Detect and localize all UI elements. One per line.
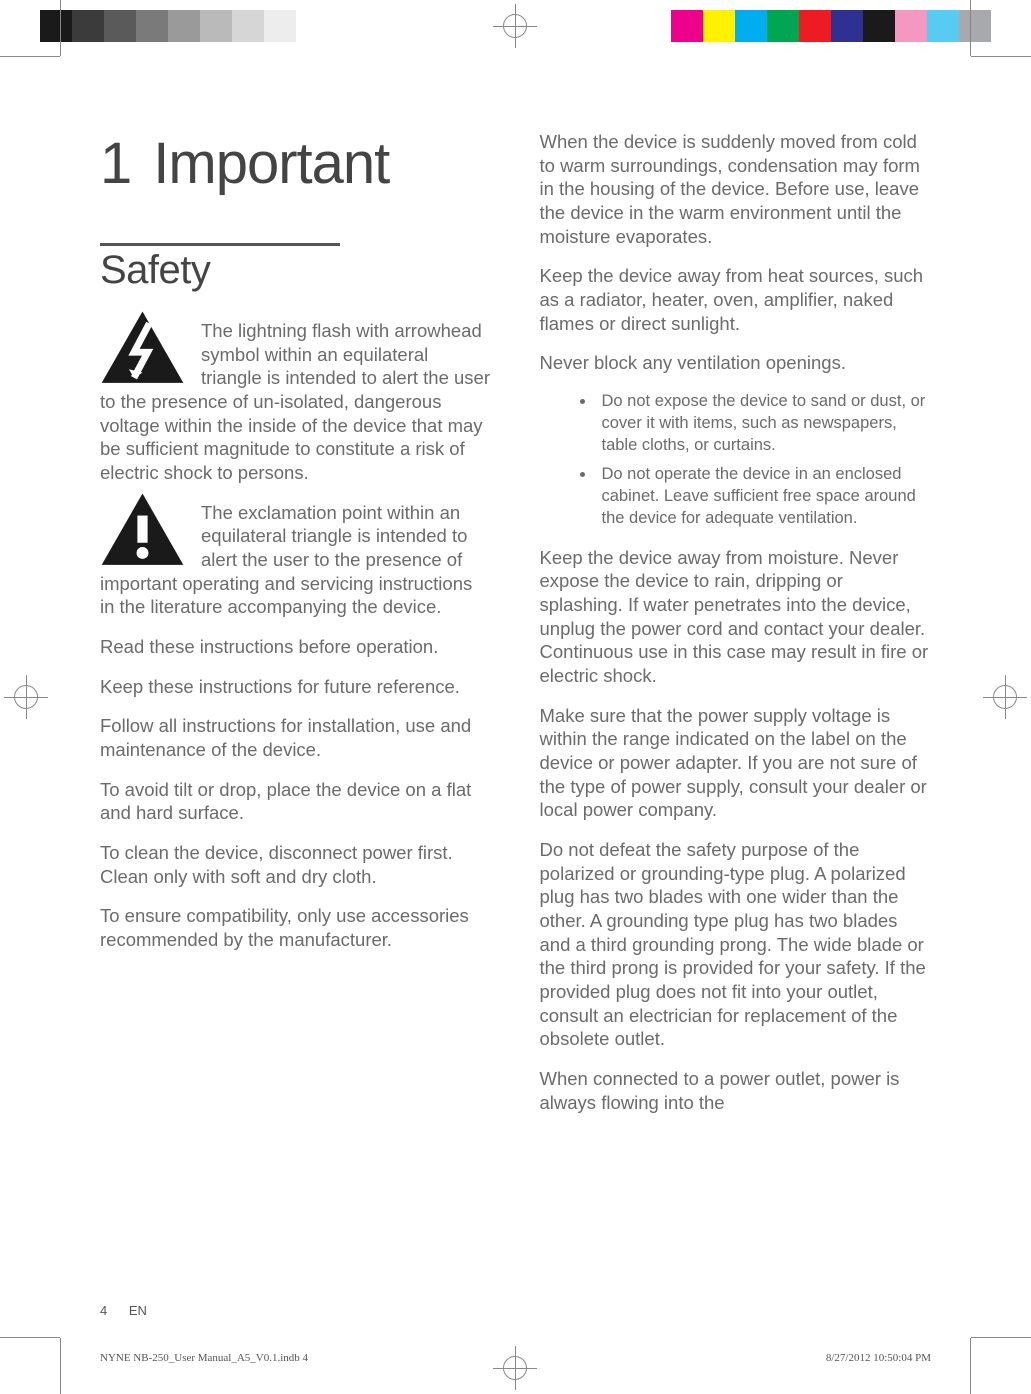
para-condensation: When the device is suddenly moved from c… xyxy=(540,130,932,248)
crop-mark-icon xyxy=(60,0,61,56)
list-item-sand: Do not expose the device to sand or dust… xyxy=(596,391,932,456)
registration-mark-icon xyxy=(493,4,537,48)
crop-mark-icon xyxy=(970,1338,971,1394)
chapter-name: Important xyxy=(153,131,389,196)
page-number: 4 xyxy=(100,1303,107,1318)
exclamation-triangle-icon xyxy=(100,491,195,571)
para-heat-sources: Keep the device away from heat sources, … xyxy=(540,264,932,335)
instruction-read: Read these instructions before operation… xyxy=(100,635,492,659)
para-plug: Do not defeat the safety purpose of the … xyxy=(540,838,932,1051)
instruction-follow: Follow all instructions for installation… xyxy=(100,714,492,761)
registration-mark-icon xyxy=(983,675,1027,719)
instruction-clean: To clean the device, disconnect power fi… xyxy=(100,841,492,888)
chapter-number: 1 xyxy=(100,131,131,196)
list-item-cabinet: Do not operate the device in an enclosed… xyxy=(596,464,932,529)
grayscale-calibration-bar xyxy=(40,10,296,42)
chapter-title: 1 Important xyxy=(100,130,492,197)
lightning-warning-paragraph: The lightning flash with arrowhead symbo… xyxy=(100,319,492,485)
lightning-triangle-icon xyxy=(100,309,195,389)
page-footer: 4 EN xyxy=(100,1303,147,1318)
crop-mark-icon xyxy=(0,1337,60,1338)
registration-mark-icon xyxy=(493,1346,537,1390)
crop-mark-icon xyxy=(0,56,60,57)
para-moisture: Keep the device away from moisture. Neve… xyxy=(540,546,932,688)
left-column: 1 Important Safety The lightning flash wi… xyxy=(100,130,492,1284)
color-calibration-bar xyxy=(671,10,991,42)
para-voltage: Make sure that the power supply voltage … xyxy=(540,704,932,822)
instruction-tilt: To avoid tilt or drop, place the device … xyxy=(100,778,492,825)
exclamation-warning-paragraph: The exclamation point within an equilate… xyxy=(100,501,492,619)
crop-mark-icon xyxy=(60,1338,61,1394)
registration-mark-icon xyxy=(4,675,48,719)
para-ventilation: Never block any ventilation openings. xyxy=(540,351,932,375)
instruction-keep: Keep these instructions for future refer… xyxy=(100,675,492,699)
section-rule xyxy=(100,243,340,246)
crop-mark-icon xyxy=(970,0,971,56)
crop-mark-icon xyxy=(971,1337,1031,1338)
section-heading: Safety xyxy=(100,248,492,293)
ventilation-list: Do not expose the device to sand or dust… xyxy=(540,391,932,530)
page-language: EN xyxy=(129,1303,147,1318)
print-footer-timestamp: 8/27/2012 10:50:04 PM xyxy=(826,1352,931,1364)
print-footer-filename: NYNE NB-250_User Manual_A5_V0.1.indb 4 xyxy=(100,1352,308,1364)
crop-mark-icon xyxy=(971,56,1031,57)
instruction-compat: To ensure compatibility, only use access… xyxy=(100,904,492,951)
para-outlet: When connected to a power outlet, power … xyxy=(540,1067,932,1114)
right-column: When the device is suddenly moved from c… xyxy=(540,130,932,1284)
